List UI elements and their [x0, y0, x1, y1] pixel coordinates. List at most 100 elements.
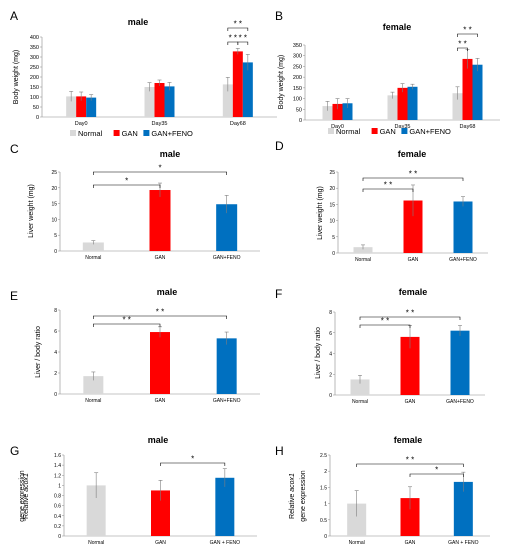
significance-bracket [93, 184, 161, 188]
x-tick-label: Normal [352, 399, 368, 405]
y-tick-label: 100 [293, 97, 302, 103]
panel-letter: E [10, 289, 18, 303]
y-tick-label: 1.6 [54, 453, 61, 459]
x-tick-label: GAN [405, 399, 416, 405]
y-tick-label: 5 [332, 235, 335, 241]
bar [151, 490, 170, 536]
y-axis-label-line2: gene expression [19, 470, 26, 521]
y-tick-label: 0.4 [54, 514, 61, 520]
y-tick-label: 0.6 [54, 504, 61, 510]
y-axis-label: Liver weight (mg) [317, 186, 324, 240]
x-tick-label: GAN+FENO [213, 398, 241, 404]
y-tick-label: 2.5 [320, 453, 327, 459]
y-axis-label: Body weight (mg) [13, 50, 20, 104]
bar [453, 481, 473, 536]
x-tick-label: Day0 [331, 124, 344, 130]
chart-title: male [148, 435, 169, 445]
y-tick-label: 8 [329, 310, 332, 316]
y-tick-label: 0 [329, 393, 332, 399]
y-axis-label-line2: gene expression [300, 470, 307, 521]
bar [76, 96, 87, 117]
y-tick-label: 100 [30, 95, 39, 101]
bar [83, 376, 104, 394]
y-axis-label-gene: acox1 [289, 473, 296, 492]
y-tick-label: 1.4 [54, 463, 61, 469]
y-tick-label: 350 [30, 45, 39, 51]
y-tick-label: 0.5 [320, 518, 327, 524]
legend-entry: Normal [336, 127, 361, 136]
y-tick-label: 0 [36, 115, 39, 121]
bar [86, 97, 97, 117]
legend-swatch [328, 128, 334, 134]
chart-title: male [160, 149, 181, 159]
chart-title: female [398, 149, 427, 159]
x-tick-label: Day68 [460, 124, 476, 130]
y-tick-label: 150 [30, 85, 39, 91]
significance-bracket [93, 323, 161, 327]
x-tick-label: GAN [408, 257, 419, 263]
y-tick-label: 4 [329, 352, 332, 358]
y-tick-label: 0 [324, 534, 327, 540]
chart-title: female [383, 22, 412, 32]
y-tick-label: 0 [54, 392, 57, 398]
bar [453, 201, 473, 253]
bar [462, 58, 473, 120]
y-axis-label-part: Relative [289, 492, 296, 519]
x-tick-label: Normal [85, 398, 101, 404]
significance-bracket [359, 316, 461, 320]
bar [149, 190, 171, 251]
legend-entry: GAN [380, 127, 396, 136]
y-tick-label: 1 [58, 483, 61, 489]
significance-bracket [409, 473, 464, 477]
significance-bracket [359, 324, 411, 328]
y-tick-label: 5 [54, 233, 57, 239]
y-axis-label: Liver / body ratio [315, 327, 322, 379]
y-tick-label: 20 [329, 186, 335, 192]
bar [154, 83, 165, 117]
y-tick-label: 50 [33, 105, 39, 111]
significance-marker: * [191, 455, 194, 464]
bar [232, 51, 243, 117]
x-tick-label: GAN [155, 255, 166, 261]
legend-swatch [113, 130, 120, 136]
significance-marker: * * [406, 456, 414, 465]
y-tick-label: 2 [324, 469, 327, 475]
x-tick-label: Normal [349, 540, 365, 546]
significance-bracket [457, 33, 478, 37]
bar [150, 332, 170, 394]
chart-title: male [157, 287, 178, 297]
x-tick-label: GAN + FENO [210, 540, 241, 546]
significance-bracket [457, 47, 468, 51]
y-tick-label: 10 [329, 219, 335, 225]
bar [350, 379, 370, 395]
significance-bracket [237, 41, 249, 45]
significance-marker: * * [406, 309, 414, 318]
y-axis-label: Liver / body ratio [35, 326, 42, 378]
y-tick-label: 6 [329, 331, 332, 337]
y-tick-label: 200 [30, 75, 39, 81]
x-tick-label: Day0 [75, 121, 88, 127]
x-tick-label: GAN + FENO [448, 540, 479, 546]
bar [387, 95, 398, 120]
bar [332, 103, 343, 120]
y-axis-label-part: Relative [23, 492, 30, 519]
chart-title: female [394, 435, 423, 445]
significance-marker: * * [229, 34, 237, 43]
x-tick-label: Day68 [230, 121, 246, 127]
bar [452, 93, 463, 120]
bar [397, 87, 408, 120]
x-tick-label: Normal [85, 255, 101, 261]
y-tick-label: 15 [51, 202, 57, 208]
significance-marker: * * [463, 26, 471, 35]
significance-bracket [227, 27, 249, 31]
panel-letter: B [275, 9, 283, 23]
x-tick-label: Day35 [152, 121, 168, 127]
x-tick-label: GAN+FENO [449, 257, 477, 263]
chart-title: male [128, 17, 149, 27]
y-axis-label: Liver weight (mg) [28, 184, 35, 238]
bar [322, 106, 333, 120]
legend-swatch [401, 128, 408, 134]
